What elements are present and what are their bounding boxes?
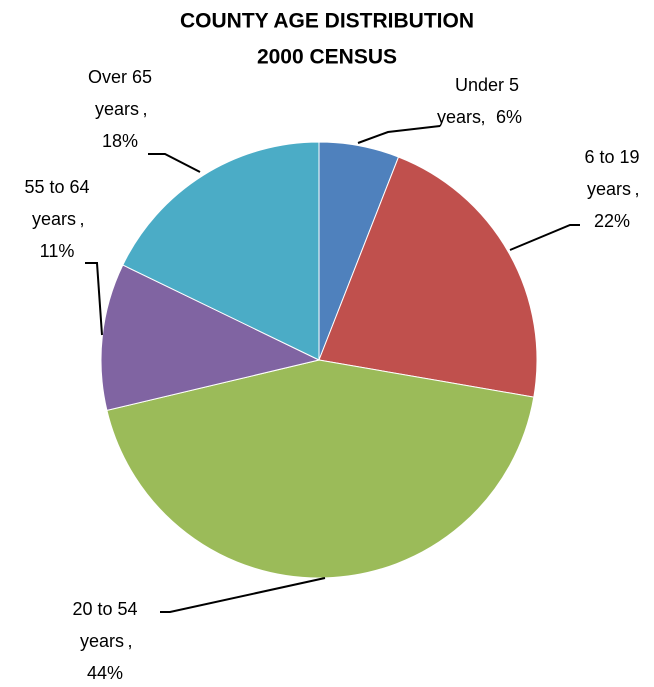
data-label: 22%	[594, 211, 630, 231]
category-line: Over 65	[88, 67, 152, 87]
pie-slice	[100, 264, 321, 411]
leader-line	[148, 153, 201, 173]
label-separator: ,	[79, 209, 84, 229]
category-line: years	[95, 99, 139, 119]
data-label: 44%	[87, 663, 123, 683]
data-label: 6%	[496, 107, 522, 127]
data-label: 18%	[102, 131, 138, 151]
pie-slice	[106, 359, 535, 579]
label-separator: ,	[634, 179, 639, 199]
pie-slice	[318, 156, 538, 398]
category-line: years	[80, 631, 124, 651]
category-line: years	[437, 107, 481, 127]
pie-slice	[122, 141, 320, 361]
category-line: 55 to 64	[24, 177, 89, 197]
label-separator: ,	[142, 99, 147, 119]
category-line: Under 5	[455, 75, 519, 95]
leader-line	[85, 262, 103, 336]
leader-line	[357, 125, 441, 144]
chart-title: COUNTY AGE DISTRIBUTION	[180, 10, 474, 33]
category-line: 6 to 19	[584, 147, 639, 167]
chart-title: 2000 CENSUS	[257, 46, 397, 69]
category-line: years	[587, 179, 631, 199]
category-label: 55 to 64 years	[24, 177, 89, 229]
category-label: Under 5 years	[437, 75, 519, 127]
category-line: years	[32, 209, 76, 229]
label-separator: ,	[480, 107, 485, 127]
category-label: Over 65 years	[88, 67, 152, 119]
leader-line	[509, 224, 580, 251]
category-label: 20 to 54 years	[72, 599, 137, 651]
category-line: 20 to 54	[72, 599, 137, 619]
category-label: 6 to 19 years	[584, 147, 639, 199]
label-separator: ,	[127, 631, 132, 651]
leader-line	[160, 577, 326, 613]
data-label: 11%	[40, 241, 75, 261]
